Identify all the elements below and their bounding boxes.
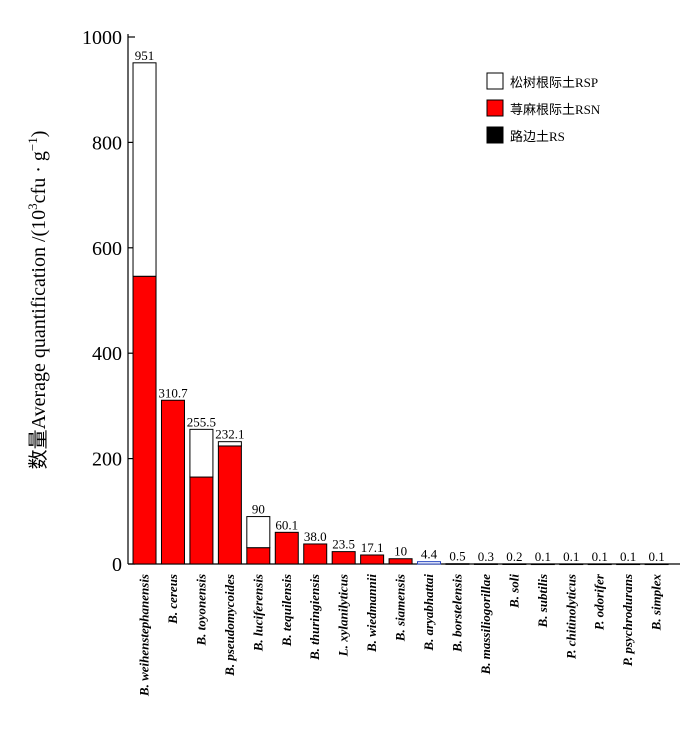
bar-segment: [388, 558, 413, 565]
bar-segment: [274, 531, 299, 565]
data-label: 0.2: [506, 549, 522, 564]
bars: [132, 62, 669, 566]
x-tick-label: B. luciferensis: [250, 574, 265, 652]
data-label: 310.7: [158, 385, 188, 400]
bar-segment: [132, 62, 157, 277]
bar-segment: [417, 561, 442, 565]
bar-segment: [616, 563, 641, 566]
y-ticks: 0 200 400 600 800 1000: [82, 27, 135, 576]
bar-segment: [217, 445, 242, 565]
data-label: 255.5: [187, 414, 216, 429]
x-tick-label: B. toyonensis: [193, 574, 208, 647]
bar-segment: [160, 399, 185, 565]
x-tick-label: B. tequilensis: [279, 574, 294, 647]
x-tick-label: B. pseudomycoides: [222, 574, 237, 677]
category-labels: B. weihenstephanensis B. cereus B. toyonen…: [137, 573, 664, 697]
data-label: 0.1: [649, 549, 665, 564]
data-label: 10: [394, 544, 407, 559]
x-tick-label: P. psychrodurans: [620, 574, 635, 666]
x-tick-label: B. subtilis: [535, 574, 550, 628]
legend: 松树根际土RSP 荨麻根际土RSN 路边土RS: [486, 72, 601, 144]
data-label: 0.1: [535, 549, 551, 564]
legend-swatch: [486, 126, 504, 144]
bar-segment: [644, 563, 669, 566]
bar-segment: [587, 563, 612, 566]
data-label: 0.1: [563, 549, 579, 564]
legend-swatch: [486, 99, 504, 117]
data-label: 4.4: [421, 547, 438, 562]
data-label: 0.5: [449, 549, 465, 564]
bar-segment: [132, 275, 157, 565]
x-tick-label: B. weihenstephanensis: [137, 574, 152, 697]
y-tick-label: 1000: [82, 27, 122, 49]
legend-label: 荨麻根际土RSN: [510, 102, 601, 117]
data-label: 60.1: [275, 517, 298, 532]
y-axis-title: 数量Average quantification /(103cfu · g−1): [25, 131, 50, 470]
y-tick-label: 400: [92, 343, 122, 365]
legend-label: 松树根际土RSP: [510, 75, 598, 90]
data-label: 0.3: [478, 549, 494, 564]
bar-segment: [217, 441, 242, 447]
bar-segment: [189, 476, 214, 565]
x-tick-label: P. chitinolyticus: [563, 574, 578, 659]
bar-segment: [246, 516, 271, 549]
bar-segment: [246, 547, 271, 565]
data-label: 38.0: [304, 529, 327, 544]
legend-swatch: [486, 72, 504, 90]
x-tick-label: B. simplex: [649, 574, 664, 632]
x-tick-label: B. soli: [506, 574, 521, 609]
y-tick-label: 0: [112, 554, 122, 576]
data-label: 90: [252, 502, 265, 517]
x-tick-label: B. cereus: [165, 574, 180, 625]
bar-segment: [331, 551, 356, 565]
y-axis-label: 数量Average quantification /(103cfu · g−1): [25, 131, 50, 470]
data-label: 0.1: [592, 549, 608, 564]
bar-segment: [360, 554, 385, 565]
legend-label: 路边土RS: [510, 129, 565, 144]
data-label: 0.1: [620, 549, 636, 564]
bar-segment: [473, 563, 498, 565]
x-tick-label: B. borstelensis: [449, 574, 464, 653]
bar-segment: [502, 563, 527, 565]
bar-segment: [559, 563, 584, 566]
data-label: 951: [135, 48, 155, 63]
x-tick-label: B. wiedmannii: [364, 574, 379, 653]
x-tick-label: P. odorifer: [592, 573, 607, 630]
bar-segment: [530, 563, 555, 566]
x-tick-label: B. aryabhattai: [421, 574, 436, 652]
data-label: 232.1: [215, 427, 244, 442]
y-tick-label: 600: [92, 238, 122, 260]
data-label: 23.5: [332, 537, 355, 552]
x-tick-label: B. thuringiensis: [307, 574, 322, 661]
x-tick-label: B. siamensis: [393, 574, 408, 642]
x-tick-label: L. xylanilyticus: [336, 574, 351, 657]
data-label: 17.1: [361, 540, 384, 555]
y-tick-label: 800: [92, 132, 122, 154]
bar-segment: [445, 563, 470, 565]
y-tick-label: 200: [92, 449, 122, 471]
x-tick-label: B. massiliogorillae: [478, 574, 493, 676]
bar-segment: [303, 543, 328, 565]
bar-segment: [189, 428, 214, 478]
